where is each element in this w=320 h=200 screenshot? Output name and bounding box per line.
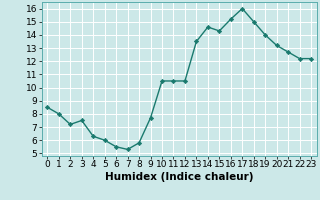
X-axis label: Humidex (Indice chaleur): Humidex (Indice chaleur): [105, 172, 253, 182]
